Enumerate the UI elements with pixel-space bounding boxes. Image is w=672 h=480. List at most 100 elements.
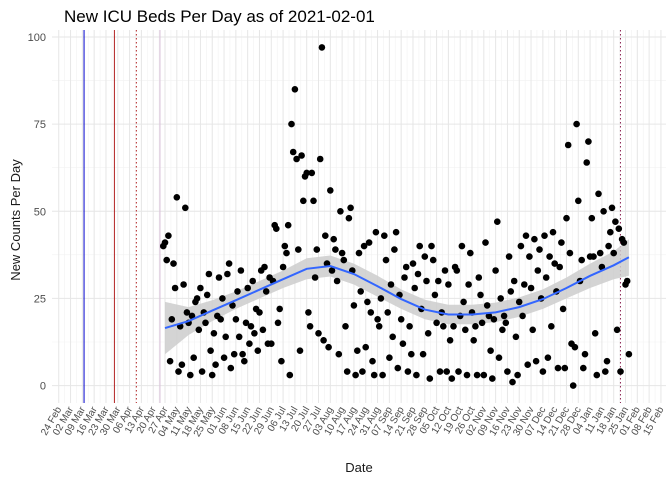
- data-point: [370, 371, 378, 379]
- data-point: [278, 357, 285, 365]
- data-point: [389, 333, 397, 341]
- data-point: [367, 309, 375, 316]
- data-point: [495, 354, 503, 362]
- data-point: [494, 218, 501, 225]
- data-point: [467, 249, 474, 257]
- data-point: [477, 291, 484, 299]
- data-point: [608, 204, 616, 212]
- data-point: [232, 316, 240, 323]
- y-tick-label: 0: [40, 381, 46, 393]
- data-point: [603, 357, 611, 365]
- data-point: [293, 155, 300, 163]
- data-point: [170, 260, 177, 267]
- data-point: [529, 326, 536, 334]
- data-point: [303, 169, 311, 177]
- data-point: [588, 214, 596, 222]
- data-point: [224, 270, 231, 278]
- data-point: [273, 225, 280, 232]
- data-point: [485, 312, 493, 320]
- data-point: [193, 295, 201, 302]
- data-point: [554, 364, 562, 372]
- data-point: [335, 350, 343, 358]
- data-point: [308, 169, 316, 177]
- data-point: [360, 242, 368, 250]
- data-point: [171, 284, 179, 292]
- reference-lines: [83, 30, 621, 403]
- data-point: [392, 228, 400, 236]
- data-point: [413, 371, 420, 379]
- data-point: [262, 288, 270, 295]
- data-point: [168, 316, 176, 323]
- data-point: [225, 260, 233, 267]
- data-point: [524, 361, 531, 369]
- x-axis-label: Date: [345, 460, 372, 475]
- data-point: [281, 242, 289, 250]
- data-point: [397, 316, 405, 323]
- data-point: [522, 232, 530, 239]
- data-point: [482, 239, 489, 246]
- data-point: [462, 326, 469, 334]
- data-point: [502, 319, 510, 327]
- data-point: [623, 277, 631, 285]
- data-point: [246, 340, 253, 348]
- y-tick-labels: 0 25 50 75 100: [28, 32, 46, 393]
- data-point: [377, 295, 385, 302]
- data-point: [453, 267, 461, 274]
- data-point: [531, 235, 538, 243]
- data-point: [460, 298, 467, 306]
- data-point: [492, 267, 499, 274]
- data-point: [602, 368, 609, 375]
- data-point: [404, 368, 412, 375]
- data-point: [208, 371, 216, 379]
- data-point: [548, 323, 555, 330]
- data-point: [229, 302, 236, 309]
- data-point: [227, 364, 235, 372]
- data-point: [372, 228, 380, 236]
- data-point: [369, 357, 376, 365]
- data-point: [235, 333, 243, 341]
- data-point: [198, 368, 206, 375]
- data-point: [406, 323, 413, 330]
- data-point: [470, 337, 478, 344]
- data-point: [556, 263, 563, 271]
- data-point: [515, 298, 523, 306]
- data-point: [455, 368, 462, 375]
- data-point: [362, 343, 370, 351]
- data-point: [316, 155, 324, 163]
- data-point: [381, 232, 388, 239]
- data-point: [315, 330, 322, 337]
- data-point: [489, 375, 496, 382]
- data-point: [359, 368, 366, 375]
- data-point: [569, 382, 577, 389]
- data-point: [300, 197, 307, 205]
- data-point: [591, 330, 599, 337]
- data-point: [386, 354, 393, 362]
- data-point: [305, 309, 312, 316]
- data-point: [443, 368, 451, 375]
- data-point: [207, 347, 214, 355]
- data-point: [384, 309, 392, 316]
- data-point: [445, 281, 452, 288]
- data-point: [527, 284, 535, 292]
- data-point: [205, 270, 213, 278]
- data-point: [345, 214, 353, 222]
- data-point: [615, 225, 623, 232]
- data-point: [436, 368, 444, 375]
- data-point: [318, 44, 326, 51]
- data-point: [217, 316, 224, 323]
- trend-line: [164, 256, 630, 330]
- data-point: [426, 375, 434, 382]
- data-point: [408, 350, 415, 358]
- data-point: [573, 120, 580, 128]
- data-point: [563, 214, 570, 222]
- data-point: [549, 228, 557, 236]
- data-point: [510, 277, 518, 285]
- data-point: [310, 197, 317, 205]
- data-point: [247, 323, 255, 330]
- data-point: [490, 316, 498, 323]
- data-point: [505, 253, 513, 260]
- data-point: [440, 323, 447, 330]
- data-point: [239, 350, 246, 358]
- data-point: [435, 277, 442, 285]
